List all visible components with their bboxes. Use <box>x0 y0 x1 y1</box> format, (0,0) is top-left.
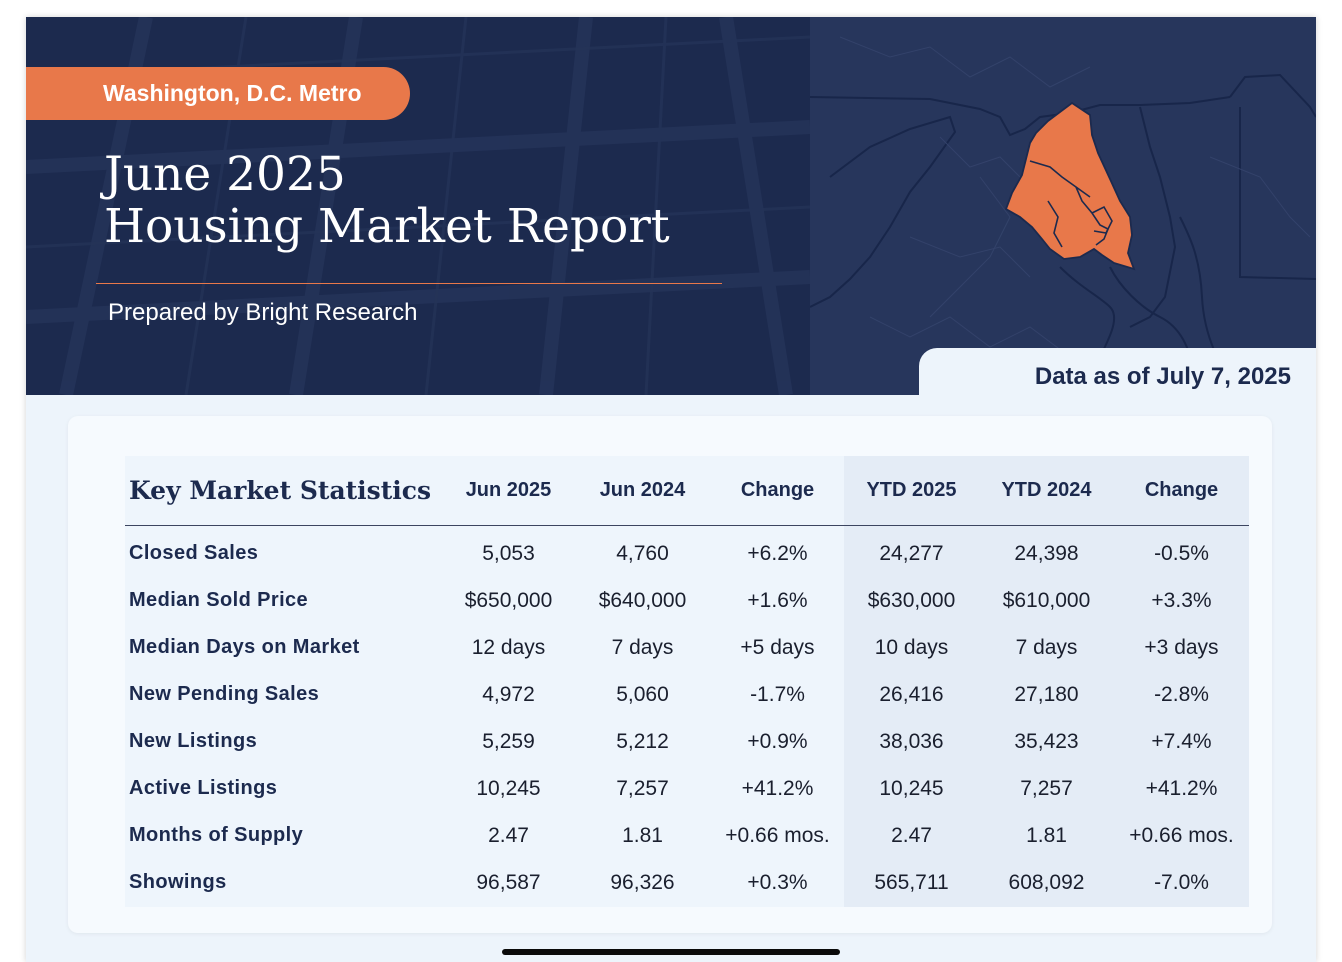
table-cell: 7,257 <box>1020 776 1073 800</box>
report-page: Washington, D.C. Metro June 2025 Housing… <box>26 17 1316 962</box>
table-cell: -0.5% <box>1154 541 1209 565</box>
table-cell: +41.2% <box>1145 776 1218 800</box>
table-cell: 26,416 <box>879 682 944 706</box>
highlighted-metro-counties <box>1004 101 1136 271</box>
region-map <box>809 17 1316 395</box>
row-label: New Listings <box>129 730 258 752</box>
table-cell: 565,711 <box>874 870 949 894</box>
table-cell: $610,000 <box>1002 588 1091 612</box>
table-cell: 1.81 <box>1026 823 1067 847</box>
table-cell: 38,036 <box>879 729 944 753</box>
region-badge: Washington, D.C. Metro <box>26 67 410 120</box>
table-cell: 5,212 <box>616 729 669 753</box>
table-cell: 7 days <box>611 635 674 659</box>
table-cell: 10 days <box>874 635 949 659</box>
row-label: New Pending Sales <box>129 683 320 705</box>
table-cell: +1.6% <box>747 588 808 612</box>
home-indicator-bar[interactable] <box>502 949 840 955</box>
column-header: Change <box>711 456 844 526</box>
table-cell: $630,000 <box>867 588 956 612</box>
table-cell: +0.66 mos. <box>725 823 830 847</box>
table-cell: 12 days <box>471 635 546 659</box>
row-label: Months of Supply <box>129 824 304 846</box>
table-cell: 1.81 <box>622 823 663 847</box>
row-label: Showings <box>129 871 227 893</box>
table-cell: +3.3% <box>1151 588 1212 612</box>
row-label: Median Sold Price <box>129 589 309 611</box>
table-cell: 7 days <box>1015 635 1078 659</box>
table-cell: -2.8% <box>1154 682 1209 706</box>
table-cell: +3 days <box>1144 635 1219 659</box>
column-header: YTD 2025 <box>844 456 979 526</box>
table-cell: $650,000 <box>464 588 553 612</box>
table-cell: 96,326 <box>610 870 675 894</box>
row-label: Active Listings <box>129 777 278 799</box>
table-cell: 4,972 <box>482 682 535 706</box>
table-cell: 10,245 <box>879 776 944 800</box>
table-cell: 96,587 <box>476 870 541 894</box>
table-cell: -7.0% <box>1154 870 1209 894</box>
ytd-columns-background <box>844 456 1249 907</box>
table-cell: 24,398 <box>1014 541 1079 565</box>
table-row: Median Days on Market 12 days 7 days +5 … <box>125 624 1249 671</box>
row-label: Median Days on Market <box>129 636 360 658</box>
dc-metro-region-map-icon <box>809 36 1316 395</box>
key-market-statistics-table: Key Market Statistics Jun 2025 Jun 2024 … <box>125 456 1249 906</box>
table-cell: 27,180 <box>1014 682 1079 706</box>
column-header: Jun 2025 <box>443 456 574 526</box>
table-row: Median Sold Price $650,000 $640,000 +1.6… <box>125 577 1249 624</box>
table-cell: 2.47 <box>488 823 529 847</box>
table-heading: Key Market Statistics <box>125 456 443 526</box>
table-header-row: Key Market Statistics Jun 2025 Jun 2024 … <box>125 456 1249 526</box>
table-cell: 5,259 <box>482 729 535 753</box>
table-cell: +6.2% <box>747 541 808 565</box>
data-date-tab <box>919 348 1316 408</box>
table-cell: 608,092 <box>1008 870 1085 894</box>
report-title-name: Housing Market Report <box>104 199 670 254</box>
table-cell: +0.9% <box>747 729 808 753</box>
row-label: Closed Sales <box>129 542 259 564</box>
column-header: Jun 2024 <box>574 456 711 526</box>
table-cell: +0.66 mos. <box>1129 823 1234 847</box>
table-cell: 2.47 <box>891 823 932 847</box>
table-cell: 10,245 <box>476 776 541 800</box>
table-row: Months of Supply 2.47 1.81 +0.66 mos. 2.… <box>125 812 1249 859</box>
table-cell: $640,000 <box>598 588 687 612</box>
data-as-of-date: Data as of July 7, 2025 <box>1034 363 1291 390</box>
report-title-month: June 2025 <box>104 147 346 202</box>
title-divider <box>96 283 722 284</box>
table-cell: +0.3% <box>747 870 808 894</box>
report-header: Washington, D.C. Metro June 2025 Housing… <box>26 17 1316 395</box>
table-cell: +5 days <box>740 635 815 659</box>
prepared-by-text: Prepared by Bright Research <box>108 299 418 326</box>
table-row: Closed Sales 5,053 4,760 +6.2% 24,277 24… <box>125 526 1249 578</box>
table-cell: 24,277 <box>879 541 944 565</box>
table-cell: 5,060 <box>616 682 669 706</box>
table-cell: 7,257 <box>616 776 669 800</box>
table-row: Showings 96,587 96,326 +0.3% 565,711 608… <box>125 859 1249 906</box>
table-cell: 4,760 <box>616 541 669 565</box>
table-cell: +7.4% <box>1151 729 1212 753</box>
table-cell: 5,053 <box>482 541 535 565</box>
table-row: New Pending Sales 4,972 5,060 -1.7% 26,4… <box>125 671 1249 718</box>
table-row: New Listings 5,259 5,212 +0.9% 38,036 35… <box>125 718 1249 765</box>
table-row: Active Listings 10,245 7,257 +41.2% 10,2… <box>125 765 1249 812</box>
table-cell: +41.2% <box>741 776 814 800</box>
column-header: Change <box>1114 456 1249 526</box>
table-cell: 35,423 <box>1014 729 1079 753</box>
column-header: YTD 2024 <box>979 456 1114 526</box>
monthly-columns-background <box>125 456 844 907</box>
table-cell: -1.7% <box>750 682 805 706</box>
report-title: June 2025 Housing Market Report <box>104 149 670 253</box>
